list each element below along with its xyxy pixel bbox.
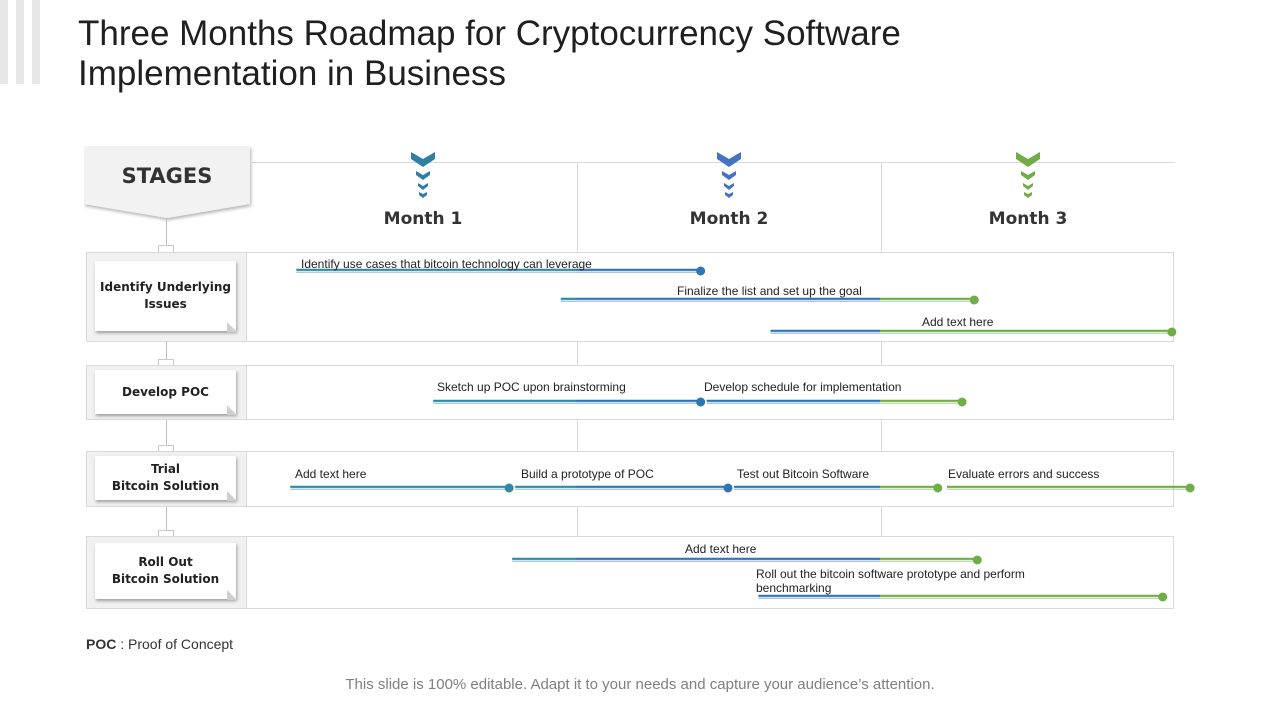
stage-card-trial-solution: Trial Bitcoin Solution [95, 456, 237, 501]
month-icon-shape [1021, 171, 1035, 180]
task-end-dot [696, 266, 706, 276]
task-label: Test out Bitcoin Software [737, 467, 870, 481]
task-end-dot [696, 397, 706, 407]
month-icon-shape [416, 171, 430, 180]
page-title: Three Months Roadmap for Cryptocurrency … [78, 14, 901, 93]
month-icon-shape [724, 183, 734, 190]
month-icon-shape [725, 192, 733, 198]
stage-name: Roll Out Bitcoin Solution [111, 555, 220, 586]
task-label: Sketch up POC upon brainstorming [437, 380, 626, 394]
stage-name: Develop POC [122, 384, 209, 399]
chevron-down-icon [411, 152, 435, 198]
task-end-dot [972, 555, 982, 565]
month-icon-shape [722, 171, 736, 180]
stage-name: Identify Underlying Issues [100, 280, 231, 311]
month-icon-shape [411, 152, 435, 167]
chevron-down-icon [717, 152, 741, 198]
month-2-chevron-icon [714, 150, 744, 200]
task-end-dot [957, 397, 967, 407]
task-label: Add text here [685, 542, 757, 556]
stages-label: STAGES [121, 164, 213, 188]
task-end-dot [1158, 592, 1168, 602]
task-end-dot [1167, 327, 1177, 337]
month-icon-shape [717, 152, 741, 167]
task-end-dot [1185, 483, 1195, 493]
footnote-term: POC [86, 636, 117, 652]
task-end-dot [504, 483, 514, 493]
task-label: Finalize the list and set up the goal [677, 284, 862, 298]
month-1-chevron-icon [408, 150, 438, 200]
stage-row [86, 451, 1174, 507]
month-3-chevron-icon [1013, 150, 1043, 200]
corner-decoration [0, 0, 40, 84]
stage-card-develop-poc: Develop POC [95, 370, 237, 415]
month-icon-shape [1016, 152, 1040, 167]
month-icon-shape [418, 183, 428, 190]
footer-note: This slide is 100% editable. Adapt it to… [345, 676, 935, 693]
task-end-dot [933, 483, 943, 493]
month-icon-shape [419, 192, 427, 198]
month-label-3: Month 3 [988, 209, 1068, 229]
task-end-dot [723, 483, 733, 493]
task-label: Add text here [922, 315, 994, 329]
header-rule [252, 162, 1175, 163]
stages-header: STAGES [84, 146, 250, 220]
task-label: Develop schedule for implementation [704, 380, 902, 394]
task-label: Identify use cases that bitcoin technolo… [301, 257, 592, 271]
task-label: Build a prototype of POC [521, 467, 654, 481]
footnote: POC : Proof of Concept [86, 636, 233, 652]
footnote-definition: : Proof of Concept [116, 636, 234, 652]
stage-card-rollout-solution: Roll Out Bitcoin Solution [95, 543, 237, 600]
task-end-dot [969, 295, 979, 305]
stage-row [86, 365, 1174, 420]
task-label: Evaluate errors and success [948, 467, 1100, 481]
stage-name: Trial Bitcoin Solution [111, 462, 220, 493]
month-icon-shape [1023, 183, 1033, 190]
task-label: Add text here [295, 467, 367, 481]
month-icon-shape [1024, 192, 1032, 198]
stage-card-identify-issues: Identify Underlying Issues [95, 261, 237, 332]
task-label: Roll out the bitcoin software prototype … [756, 567, 1025, 595]
chevron-down-icon [1016, 152, 1040, 198]
month-label-2: Month 2 [689, 209, 769, 229]
stage-row [86, 252, 1174, 342]
month-label-1: Month 1 [383, 209, 463, 229]
